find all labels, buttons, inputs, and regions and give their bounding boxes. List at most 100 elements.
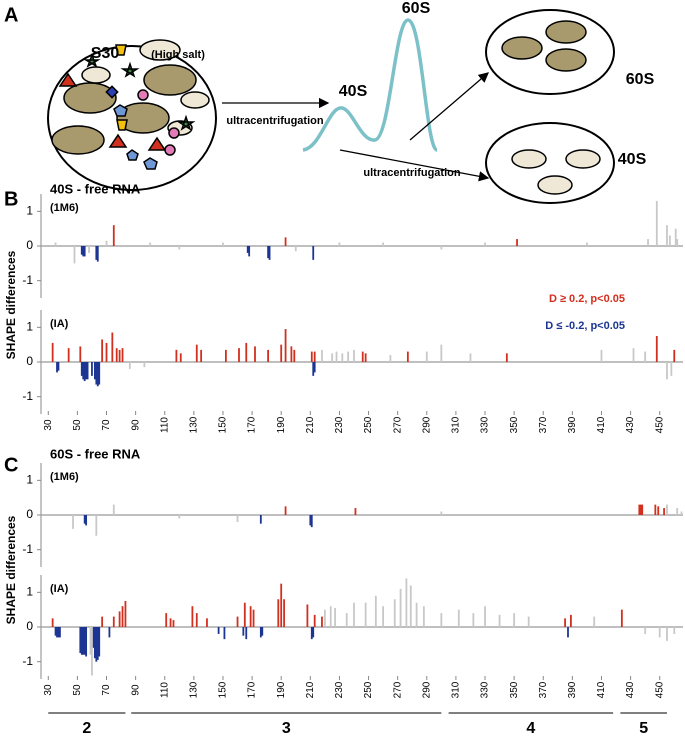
bar bbox=[124, 601, 127, 627]
y-tick-label: 1 bbox=[26, 204, 33, 218]
arrow bbox=[339, 149, 490, 182]
bar bbox=[440, 344, 443, 362]
bar bbox=[98, 627, 101, 657]
bar bbox=[673, 627, 676, 634]
bar bbox=[85, 627, 88, 657]
y-axis-label: SHAPE differences bbox=[4, 515, 18, 624]
bar bbox=[115, 348, 118, 362]
bar bbox=[79, 627, 82, 653]
bar bbox=[516, 239, 518, 246]
bar bbox=[223, 627, 226, 640]
bar bbox=[80, 246, 83, 255]
x-tick-label: 410 bbox=[596, 681, 607, 698]
bar bbox=[676, 239, 679, 246]
bar bbox=[331, 353, 334, 362]
bar bbox=[95, 515, 98, 536]
bar bbox=[321, 349, 323, 362]
bar bbox=[638, 504, 641, 515]
bar bbox=[54, 627, 57, 636]
bar bbox=[399, 588, 402, 627]
x-tick-label: 170 bbox=[247, 681, 258, 698]
bar bbox=[95, 246, 98, 260]
x-tick-label: 90 bbox=[130, 419, 141, 431]
bar bbox=[354, 508, 357, 515]
bar bbox=[283, 599, 286, 627]
bar bbox=[641, 504, 644, 515]
bar bbox=[195, 613, 198, 627]
bar bbox=[620, 609, 623, 627]
x-tick-label: 390 bbox=[567, 416, 578, 433]
x-tick-label: 370 bbox=[538, 416, 549, 433]
x-tick-label: 230 bbox=[334, 681, 345, 698]
bar bbox=[280, 344, 283, 362]
bar bbox=[175, 349, 178, 362]
x-tick-label: 190 bbox=[276, 416, 287, 433]
gradient-profile bbox=[302, 18, 439, 152]
bar bbox=[56, 362, 58, 373]
x-tick-label: 30 bbox=[43, 684, 54, 696]
arrow bbox=[409, 72, 489, 141]
bar bbox=[85, 515, 88, 526]
bar bbox=[389, 355, 392, 362]
bar bbox=[92, 627, 95, 648]
bar bbox=[666, 627, 668, 641]
bar bbox=[422, 606, 425, 627]
subtitle: (1M6) bbox=[50, 202, 79, 214]
bar bbox=[118, 349, 121, 362]
bar bbox=[364, 602, 367, 627]
bar bbox=[312, 246, 315, 260]
bar bbox=[179, 353, 182, 362]
x-tick-label: 330 bbox=[480, 681, 491, 698]
bar bbox=[586, 242, 588, 246]
x-tick-label: 150 bbox=[218, 416, 229, 433]
panel-label: A bbox=[4, 4, 18, 26]
x-tick-label: 130 bbox=[188, 681, 199, 698]
bar bbox=[82, 246, 85, 257]
x-tick-label: 310 bbox=[451, 416, 462, 433]
bar bbox=[312, 362, 315, 376]
bar bbox=[505, 353, 508, 362]
step-label: ultracentrifugation bbox=[226, 115, 323, 127]
bar bbox=[484, 606, 486, 627]
bar bbox=[673, 349, 676, 362]
bar bbox=[243, 602, 246, 627]
bar bbox=[200, 349, 203, 362]
bar bbox=[364, 353, 367, 362]
bar bbox=[306, 604, 309, 627]
x-tick-label: 310 bbox=[451, 681, 462, 698]
bar bbox=[59, 627, 61, 638]
fraction-label: 60S bbox=[626, 71, 655, 88]
bar bbox=[280, 583, 283, 627]
bar bbox=[670, 362, 673, 376]
bar bbox=[393, 599, 396, 627]
bar bbox=[655, 336, 658, 362]
bar bbox=[644, 627, 647, 634]
x-tick-label: 50 bbox=[72, 684, 83, 696]
legend-entry: D ≥ 0.2, p<0.05 bbox=[549, 293, 625, 305]
fraction-contents bbox=[511, 149, 601, 195]
bar bbox=[382, 242, 385, 246]
bar bbox=[310, 515, 313, 528]
bar bbox=[277, 599, 280, 627]
bar bbox=[570, 614, 572, 627]
y-tick-label: 0 bbox=[26, 619, 33, 633]
bar bbox=[249, 606, 252, 627]
bar bbox=[91, 627, 93, 676]
domain-label: 4 bbox=[526, 720, 535, 737]
x-tick-label: 50 bbox=[72, 419, 83, 431]
bar bbox=[165, 613, 168, 627]
x-tick-label: 330 bbox=[480, 416, 491, 433]
bar bbox=[67, 348, 70, 362]
bar bbox=[85, 362, 88, 380]
bar bbox=[666, 504, 668, 515]
bar bbox=[93, 627, 96, 659]
bar bbox=[382, 606, 385, 627]
bar bbox=[245, 342, 248, 362]
x-tick-label: 290 bbox=[421, 681, 432, 698]
bar bbox=[121, 606, 124, 627]
x-tick-label: 450 bbox=[654, 681, 665, 698]
bar bbox=[82, 362, 85, 380]
domain-label: 3 bbox=[282, 720, 291, 737]
fraction-label: 40S bbox=[618, 151, 647, 168]
